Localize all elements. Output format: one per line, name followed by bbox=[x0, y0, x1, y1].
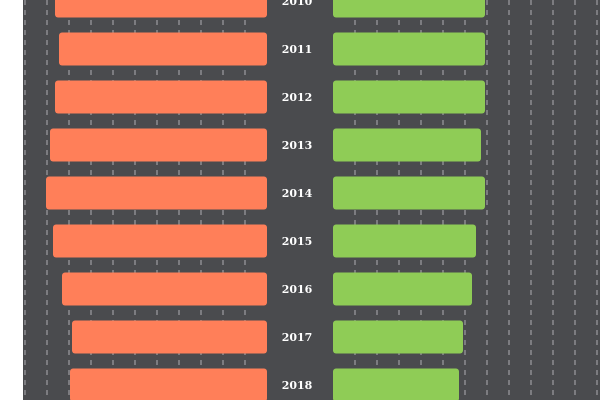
bar-right-2016 bbox=[333, 272, 472, 306]
year-label-2010: 2010 bbox=[282, 0, 313, 8]
year-label-2017: 2017 bbox=[282, 331, 313, 344]
bar-left-2018 bbox=[70, 368, 267, 400]
year-label-2011: 2011 bbox=[282, 43, 313, 56]
bar-left-2014 bbox=[46, 176, 267, 210]
bar-left-2016 bbox=[62, 272, 267, 306]
bar-left-2013 bbox=[50, 128, 267, 162]
bar-right-2010 bbox=[333, 0, 485, 18]
bar-left-2012 bbox=[55, 80, 267, 114]
category-labels: 2010 2011 2012 2013 2014 2015 2016 2017 2018 bbox=[282, 0, 313, 392]
year-label-2016: 2016 bbox=[282, 283, 313, 296]
year-label-2012: 2012 bbox=[282, 91, 313, 104]
bar-right-2011 bbox=[333, 32, 485, 66]
bar-right-2018 bbox=[333, 368, 459, 400]
year-label-2015: 2015 bbox=[282, 235, 313, 248]
year-label-2013: 2013 bbox=[282, 139, 313, 152]
bar-right-2015 bbox=[333, 224, 476, 258]
bar-left-2010 bbox=[55, 0, 267, 18]
bar-right-2014 bbox=[333, 176, 485, 210]
left-series-bars bbox=[46, 0, 267, 400]
right-series-bars bbox=[333, 0, 485, 400]
bar-right-2017 bbox=[333, 320, 463, 354]
bar-left-2011 bbox=[59, 32, 267, 66]
bar-right-2012 bbox=[333, 80, 485, 114]
year-label-2014: 2014 bbox=[282, 187, 313, 200]
bar-left-2017 bbox=[72, 320, 267, 354]
bar-right-2013 bbox=[333, 128, 481, 162]
bar-left-2015 bbox=[53, 224, 267, 258]
year-label-2018: 2018 bbox=[282, 379, 313, 392]
